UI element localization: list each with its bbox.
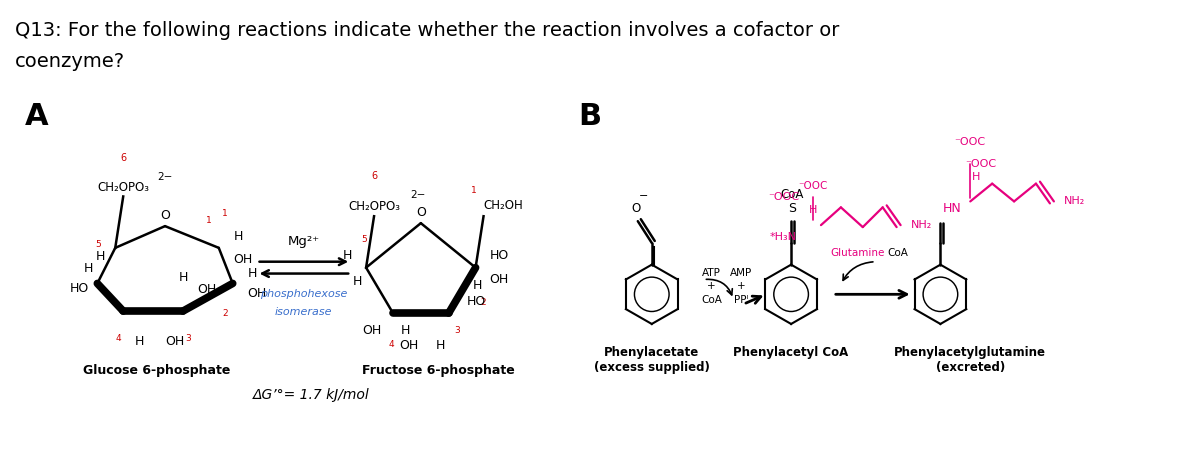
Text: 3: 3 (185, 334, 191, 343)
Text: Q13: For the following reactions indicate whether the reaction involves a cofact: Q13: For the following reactions indicat… (14, 21, 839, 40)
Text: H: H (401, 324, 410, 337)
Text: 2−: 2− (410, 190, 425, 201)
Text: H: H (809, 205, 817, 215)
Text: NH₂: NH₂ (911, 220, 932, 230)
Text: ATP: ATP (702, 268, 721, 278)
Text: +: + (707, 281, 715, 291)
Text: Glucose 6-phosphate: Glucose 6-phosphate (83, 364, 230, 378)
FancyArrowPatch shape (844, 262, 872, 280)
Text: coenzyme?: coenzyme? (14, 52, 125, 71)
Text: B: B (578, 101, 601, 131)
Text: OH: OH (247, 287, 266, 300)
Text: H: H (343, 249, 352, 262)
Text: ⁻OOC: ⁻OOC (955, 137, 986, 147)
Text: OH: OH (490, 273, 509, 286)
Text: Phenylacetyl CoA: Phenylacetyl CoA (733, 346, 848, 359)
Text: CoA: CoA (887, 248, 908, 258)
Text: +: + (737, 281, 745, 291)
Text: 1: 1 (222, 209, 228, 218)
Text: OH: OH (234, 253, 253, 266)
Text: HO: HO (490, 249, 509, 262)
Text: phosphohexose: phosphohexose (259, 289, 347, 299)
Text: H: H (96, 250, 106, 263)
Text: 1: 1 (206, 216, 211, 225)
Text: 1: 1 (470, 186, 476, 195)
Text: O: O (160, 209, 170, 222)
Text: CoA: CoA (701, 295, 722, 305)
Text: H: H (247, 267, 257, 280)
Text: 6: 6 (120, 153, 126, 163)
Text: OH: OH (400, 339, 419, 352)
Text: 4: 4 (115, 334, 121, 343)
Text: ⁻OOC: ⁻OOC (768, 193, 799, 202)
Text: ⁻OOC: ⁻OOC (965, 159, 996, 169)
Text: Glutamine: Glutamine (830, 248, 884, 258)
Text: 2−: 2− (157, 172, 173, 182)
Text: H: H (84, 261, 94, 275)
Text: 5: 5 (96, 240, 101, 249)
Text: H: H (436, 339, 445, 352)
Text: CH₂OPO₃: CH₂OPO₃ (97, 180, 149, 194)
Text: Phenylacetate
(excess supplied): Phenylacetate (excess supplied) (594, 346, 709, 374)
Text: 2: 2 (481, 298, 486, 307)
Text: 6: 6 (371, 171, 377, 181)
Text: OH: OH (361, 324, 382, 337)
Text: ΔG’°= 1.7 kJ/mol: ΔG’°= 1.7 kJ/mol (253, 388, 370, 402)
FancyArrowPatch shape (707, 279, 732, 295)
Text: Phenylacetylglutamine
(excreted): Phenylacetylglutamine (excreted) (894, 346, 1046, 374)
Text: ⁻OOC: ⁻OOC (798, 181, 828, 191)
Text: H: H (179, 271, 188, 284)
Text: 4: 4 (388, 340, 394, 349)
Text: Mg²⁺: Mg²⁺ (287, 235, 319, 248)
Text: CH₂OPO₃: CH₂OPO₃ (348, 200, 400, 213)
Text: *H₃N: *H₃N (770, 232, 797, 242)
Text: HN: HN (942, 202, 961, 215)
Text: H: H (972, 172, 980, 182)
Text: O: O (631, 202, 641, 215)
Text: S: S (788, 202, 796, 215)
Text: H: H (234, 229, 244, 243)
Text: CH₂OH: CH₂OH (484, 199, 523, 212)
Text: NH₂: NH₂ (1064, 196, 1085, 206)
Text: H: H (134, 335, 144, 348)
Text: HO: HO (70, 282, 89, 295)
Text: 2: 2 (222, 309, 228, 318)
Text: −: − (640, 192, 648, 202)
Text: PPᴵ: PPᴵ (734, 295, 749, 305)
Text: HO: HO (467, 295, 486, 308)
Text: isomerase: isomerase (275, 307, 332, 317)
Text: H: H (473, 279, 482, 292)
Text: A: A (25, 101, 48, 131)
Text: OH: OH (197, 283, 216, 296)
Text: H: H (353, 275, 362, 288)
Text: O: O (416, 206, 426, 219)
Text: 3: 3 (454, 326, 460, 336)
Text: CoA: CoA (780, 188, 804, 202)
Text: AMP: AMP (731, 268, 752, 278)
Text: Fructose 6-phosphate: Fructose 6-phosphate (362, 364, 515, 378)
Text: OH: OH (166, 335, 185, 348)
Text: 5: 5 (361, 236, 367, 244)
